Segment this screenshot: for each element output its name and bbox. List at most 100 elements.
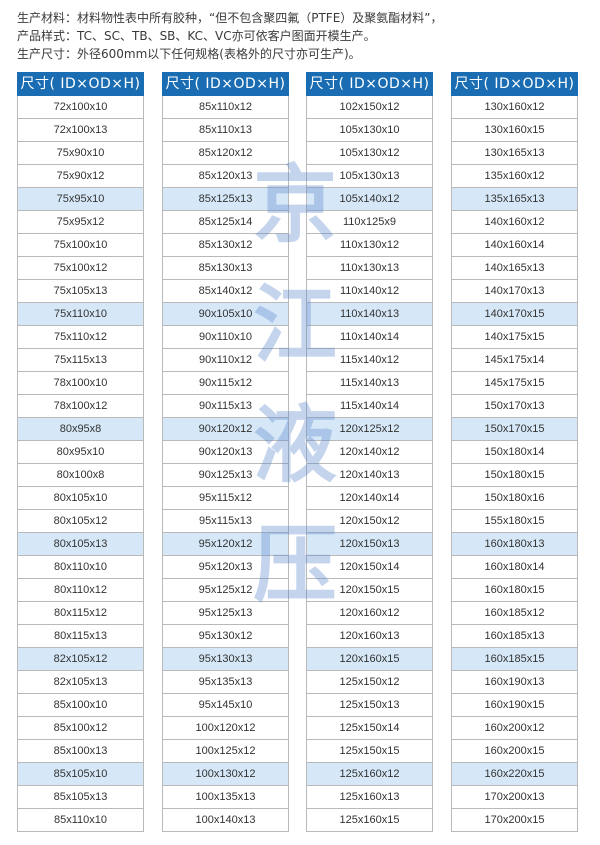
table-cell: 82x105x13 <box>18 671 143 694</box>
size-table-column: 尺寸( ID×OD×H) 102x150x12 105x130x10 105x130x… <box>306 72 433 832</box>
note-material: 生产材料：材料物性表中所有胶种，“但不包含聚四氟（PTFE）及聚氨酯材料”， <box>17 11 443 25</box>
table-header: 尺寸( ID×OD×H) <box>17 72 144 96</box>
table-cell: 95x120x12 <box>163 533 288 556</box>
table-cell: 160x180x14 <box>452 556 577 579</box>
table-cell: 85x110x10 <box>53 814 107 826</box>
table-header: 尺寸( ID×OD×H) <box>451 72 578 96</box>
table-cell: 120x160x12 <box>307 602 432 625</box>
table-cell: 80x95x10 <box>18 441 143 464</box>
table-cell: 115x140x12 <box>307 349 432 372</box>
table-cell: 120x150x14 <box>307 556 432 579</box>
table-cell: 80x100x8 <box>18 464 143 487</box>
table-cell: 145x175x15 <box>452 372 577 395</box>
table-cell: 80x105x10 <box>18 487 143 510</box>
table-cell: 160x190x15 <box>452 694 577 717</box>
table-cell: 90x110x12 <box>163 349 288 372</box>
table-cell: 75x105x13 <box>18 280 143 303</box>
table-cell: 150x180x16 <box>452 487 577 510</box>
note-style: 产品样式：TC、SC、TB、SB、KC、VC亦可依客户图面开模生产。 <box>17 29 376 43</box>
table-cell: 120x140x12 <box>307 441 432 464</box>
table-cell: 95x130x13 <box>163 648 288 671</box>
table-cell: 100x125x12 <box>163 740 288 763</box>
table-cell: 95x125x12 <box>163 579 288 602</box>
table-cell: 78x100x10 <box>18 372 143 395</box>
table-cell: 100x135x13 <box>163 786 288 809</box>
table-cell: 85x130x12 <box>163 234 288 257</box>
table-cell: 110x130x12 <box>307 234 432 257</box>
table-cell: 78x100x12 <box>18 395 143 418</box>
table-cell: 150x170x13 <box>452 395 577 418</box>
table-header: 尺寸( ID×OD×H) <box>162 72 289 96</box>
table-cell: 170x200x15 <box>484 814 545 826</box>
table-cell: 105x140x12 <box>307 188 432 211</box>
table-cell: 75x110x12 <box>18 326 143 349</box>
table-cell: 110x130x13 <box>307 257 432 280</box>
table-body: 72x100x10 72x100x13 75x90x10 75x90x12 75x95x… <box>17 96 144 832</box>
table-cell: 120x125x12 <box>307 418 432 441</box>
table-header: 尺寸( ID×OD×H) <box>306 72 433 96</box>
table-cell: 115x140x13 <box>307 372 432 395</box>
table-cell: 95x125x13 <box>163 602 288 625</box>
table-cell: 125x150x13 <box>307 694 432 717</box>
table-cell: 85x140x12 <box>163 280 288 303</box>
table-cell: 105x130x12 <box>307 142 432 165</box>
table-cell: 95x115x12 <box>163 487 288 510</box>
table-cell: 95x145x10 <box>163 694 288 717</box>
table-cell: 85x100x13 <box>18 740 143 763</box>
table-cell: 82x105x12 <box>18 648 143 671</box>
table-cell: 80x105x13 <box>18 533 143 556</box>
table-cell: 140x170x13 <box>452 280 577 303</box>
table-cell: 75x90x12 <box>18 165 143 188</box>
table-cell: 75x90x10 <box>18 142 143 165</box>
table-cell: 75x100x10 <box>18 234 143 257</box>
table-cell: 90x110x10 <box>163 326 288 349</box>
table-cell: 90x115x12 <box>163 372 288 395</box>
table-cell: 75x95x12 <box>18 211 143 234</box>
table-cell: 150x170x15 <box>452 418 577 441</box>
table-cell: 115x140x14 <box>307 395 432 418</box>
table-cell: 85x110x12 <box>163 96 288 119</box>
table-cell: 80x115x13 <box>18 625 143 648</box>
table-cell: 100x140x13 <box>195 814 256 826</box>
size-table-column: 尺寸( ID×OD×H) 72x100x10 72x100x13 75x90x10 75… <box>17 72 144 832</box>
table-cell: 95x120x13 <box>163 556 288 579</box>
size-table-column: 尺寸( ID×OD×H) 85x110x12 85x110x13 85x120x12 8… <box>162 72 289 832</box>
table-cell: 130x160x15 <box>452 119 577 142</box>
table-cell: 120x150x13 <box>307 533 432 556</box>
table-cell: 110x140x13 <box>307 303 432 326</box>
table-cell: 95x135x13 <box>163 671 288 694</box>
table-cell: 125x160x12 <box>307 763 432 786</box>
table-cell: 90x105x10 <box>163 303 288 326</box>
table-cell: 85x125x13 <box>163 188 288 211</box>
table-cell: 150x180x15 <box>452 464 577 487</box>
table-body: 102x150x12 105x130x10 105x130x12 105x130x13… <box>306 96 433 832</box>
table-cell: 120x160x13 <box>307 625 432 648</box>
table-cell: 145x175x14 <box>452 349 577 372</box>
table-cell: 105x130x13 <box>307 165 432 188</box>
table-cell: 120x160x15 <box>307 648 432 671</box>
table-cell: 90x120x12 <box>163 418 288 441</box>
table-cell: 85x120x13 <box>163 165 288 188</box>
table-cell: 102x150x12 <box>307 96 432 119</box>
table-cell: 85x105x13 <box>18 786 143 809</box>
size-table-column: 尺寸( ID×OD×H) 130x160x12 130x160x15 130x165x… <box>451 72 578 832</box>
table-cell: 72x100x10 <box>18 96 143 119</box>
table-cell: 85x120x12 <box>163 142 288 165</box>
table-cell: 125x160x15 <box>339 814 400 826</box>
table-cell: 95x130x12 <box>163 625 288 648</box>
table-cell: 95x115x13 <box>163 510 288 533</box>
table-cell: 80x115x12 <box>18 602 143 625</box>
table-cell: 110x125x9 <box>307 211 432 234</box>
table-cell: 125x150x15 <box>307 740 432 763</box>
table-cell: 85x100x12 <box>18 717 143 740</box>
table-cell: 160x185x13 <box>452 625 577 648</box>
table-cell: 72x100x13 <box>18 119 143 142</box>
table-cell: 125x160x13 <box>307 786 432 809</box>
table-body: 85x110x12 85x110x13 85x120x12 85x120x13 85x1… <box>162 96 289 832</box>
table-cell: 85x110x13 <box>163 119 288 142</box>
table-cell: 160x200x15 <box>452 740 577 763</box>
table-cell: 160x200x12 <box>452 717 577 740</box>
table-cell: 110x140x12 <box>307 280 432 303</box>
table-cell: 135x160x12 <box>452 165 577 188</box>
table-cell: 140x160x12 <box>452 211 577 234</box>
